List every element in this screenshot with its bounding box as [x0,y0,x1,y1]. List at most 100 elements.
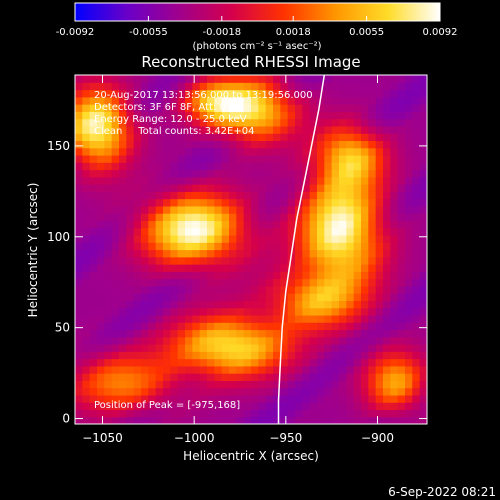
heatmap-cell [273,89,281,98]
heatmap-cell [361,205,369,214]
heatmap-cell [309,271,318,280]
heatmap-cell [126,133,135,142]
heatmap-cell [273,344,281,352]
heatmap-cell [258,394,267,403]
heatmap-cell [82,198,91,207]
heatmap-cell [375,191,384,200]
heatmap-cell [221,314,230,323]
heatmap-cell [331,104,340,112]
heatmap-cell [97,176,105,185]
heatmap-cell [273,198,281,207]
heatmap-cell [390,169,399,178]
heatmap-cell [236,213,245,222]
heatmap-cell [287,285,296,294]
heatmap-cell [273,307,281,316]
heatmap-cell [221,365,230,374]
heatmap-cell [273,213,281,222]
heatmap-cell [148,75,157,83]
heatmap-cell [287,307,296,316]
heatmap-cell [243,96,252,105]
heatmap-cell [353,256,362,265]
heatmap-cell [331,96,340,105]
heatmap-cell [287,402,296,411]
heatmap-cell [82,82,91,91]
heatmap-cell [258,402,267,411]
heatmap-cell [119,402,127,411]
heatmap-cell [170,242,179,251]
heatmap-cell [163,402,171,411]
heatmap-cell [111,82,120,91]
y-tick-label: 100 [47,230,70,244]
heatmap-cell [141,314,149,323]
heatmap-cell [375,234,384,243]
heatmap-cell [317,322,325,331]
heatmap-cell [280,271,289,280]
heatmap-cell [346,293,355,301]
heatmap-cell [317,220,325,229]
heatmap-cell [163,133,171,142]
heatmap-cell [221,336,230,345]
heatmap-cell [331,176,340,185]
heatmap-cell [221,409,230,418]
heatmap-cell [229,409,237,418]
heatmap-cell [141,402,149,411]
heatmap-cell [207,89,215,98]
heatmap-cell [185,75,193,83]
heatmap-cell [339,387,347,396]
heatmap-cell [155,387,164,396]
heatmap-cell [148,213,157,222]
heatmap-cell [368,111,377,120]
heatmap-cell [317,380,325,389]
heatmap-cell [280,82,289,91]
heatmap-cell [331,227,340,236]
heatmap-cell [133,278,142,287]
heatmap-cell [192,365,201,374]
heatmap-cell [287,278,296,287]
heatmap-cell [280,336,289,345]
heatmap-cell [273,162,281,171]
heatmap-cell [170,256,179,265]
heatmap-cell [221,307,230,316]
heatmap-cell [331,205,340,214]
heatmap-cell [75,82,83,91]
heatmap-cell [192,271,201,280]
heatmap-cell [185,227,193,236]
heatmap-cell [353,227,362,236]
heatmap-cell [287,227,296,236]
heatmap-cell [273,365,281,374]
heatmap-cell [111,89,120,98]
heatmap-cell [295,227,303,236]
heatmap-cell [155,125,164,134]
heatmap-cell [207,285,215,294]
heatmap-cell [141,176,149,185]
heatmap-cell [75,402,83,411]
heatmap-cell [251,140,259,149]
heatmap-cell [265,358,274,367]
heatmap-cell [390,416,399,424]
heatmap-cell [309,344,318,352]
heatmap-cell [243,220,252,229]
heatmap-cell [236,307,245,316]
heatmap-cell [199,75,208,83]
heatmap-cell [82,242,91,251]
heatmap-cell [177,278,186,287]
heatmap-cell [346,278,355,287]
heatmap-cell [177,409,186,418]
heatmap-cell [243,184,252,192]
heatmap-cell [75,373,83,381]
heatmap-cell [141,344,149,352]
heatmap-cell [236,271,245,280]
heatmap-cell [185,380,193,389]
heatmap-cell [185,373,193,381]
heatmap-cell [192,380,201,389]
heatmap-cell [353,96,362,105]
heatmap-cell [265,205,274,214]
heatmap-cell [383,409,391,418]
heatmap-cell [89,329,98,338]
heatmap-cell [390,351,399,360]
heatmap-cell [148,380,157,389]
heatmap-cell [104,205,113,214]
heatmap-cell [419,373,427,381]
heatmap-cell [170,336,179,345]
heatmap-cell [207,387,215,396]
